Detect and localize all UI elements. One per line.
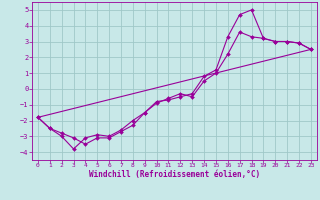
X-axis label: Windchill (Refroidissement éolien,°C): Windchill (Refroidissement éolien,°C) (89, 170, 260, 179)
